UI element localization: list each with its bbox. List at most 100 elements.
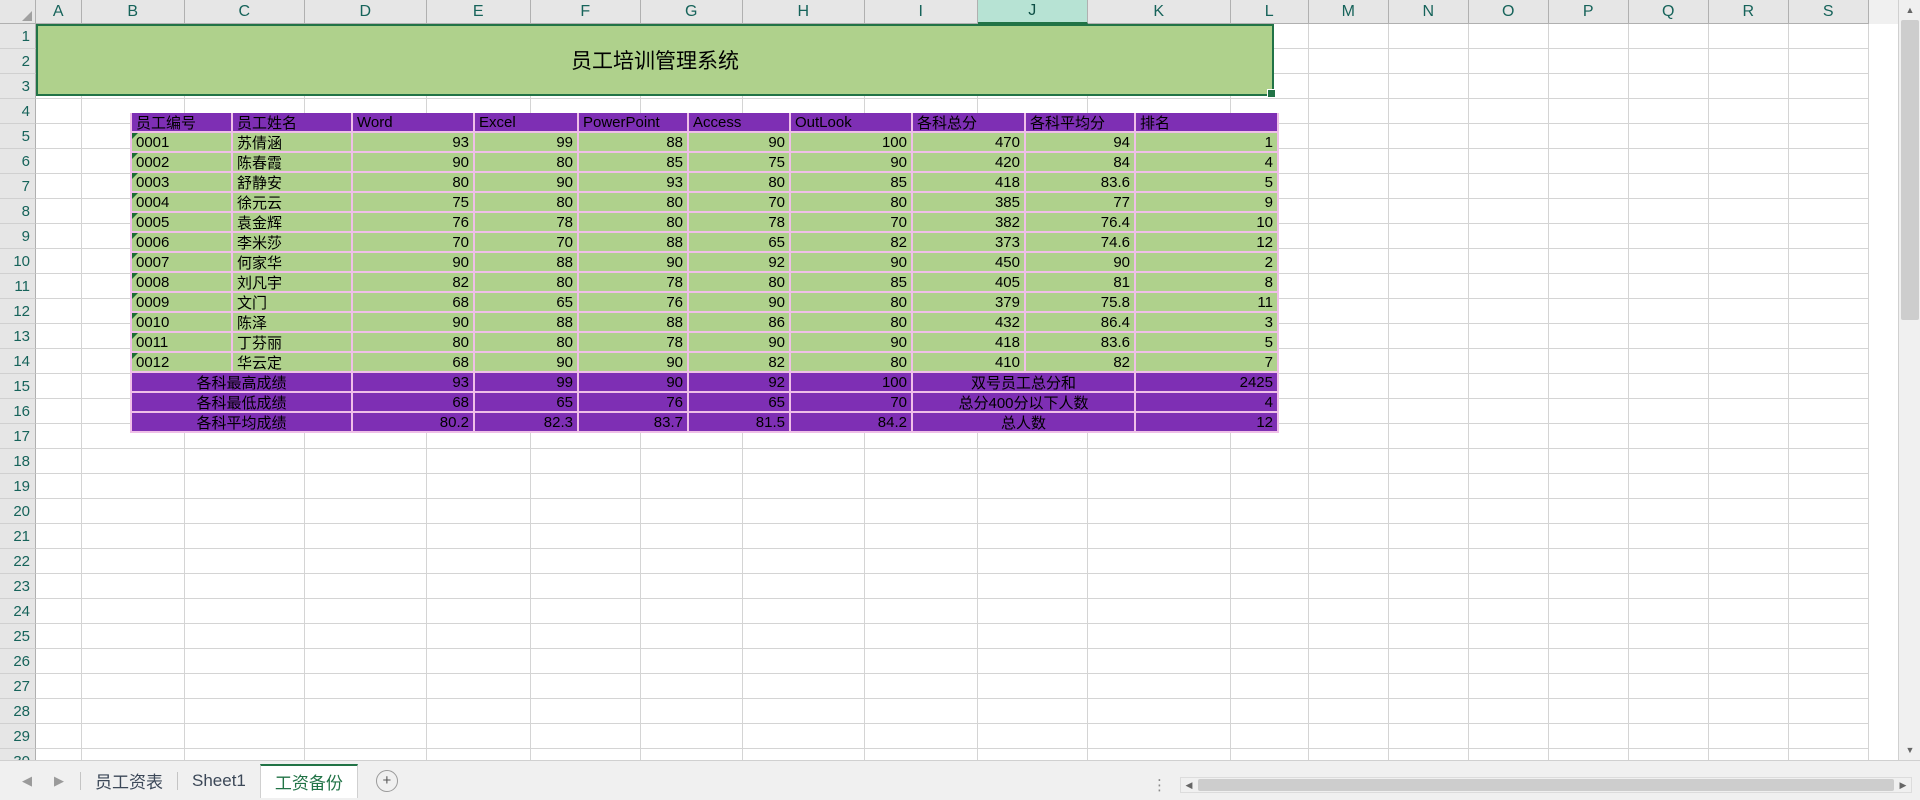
row-header-7[interactable]: 7 — [0, 174, 36, 199]
cell-total[interactable]: 385 — [913, 193, 1026, 213]
summary-label[interactable]: 各科平均成绩 — [130, 413, 353, 433]
grid-cell[interactable] — [1549, 24, 1629, 49]
row-header-18[interactable]: 18 — [0, 449, 36, 474]
row-header-29[interactable]: 29 — [0, 724, 36, 749]
grid-cell[interactable] — [1789, 99, 1869, 124]
grid-cell[interactable] — [1231, 574, 1309, 599]
grid-cell[interactable] — [1469, 199, 1549, 224]
cell-rank[interactable]: 10 — [1136, 213, 1279, 233]
grid-cell[interactable] — [1389, 299, 1469, 324]
grid-cell[interactable] — [1629, 24, 1709, 49]
grid-cell[interactable] — [1709, 349, 1789, 374]
cell-outlook[interactable]: 80 — [791, 353, 913, 373]
column-header-n[interactable]: N — [1389, 0, 1469, 24]
grid-cell[interactable] — [531, 699, 641, 724]
grid-cell[interactable] — [1309, 649, 1389, 674]
grid-cell[interactable] — [1789, 324, 1869, 349]
grid-cell[interactable] — [1231, 649, 1309, 674]
cell-id[interactable]: 0008 — [130, 273, 233, 293]
grid-cell[interactable] — [1789, 674, 1869, 699]
grid-cell[interactable] — [865, 599, 978, 624]
column-header-j[interactable]: J — [978, 0, 1088, 24]
grid-cell[interactable] — [641, 749, 743, 760]
summary-stat-value[interactable]: 2425 — [1136, 373, 1279, 393]
grid-cell[interactable] — [1309, 249, 1389, 274]
grid-cell[interactable] — [865, 449, 978, 474]
grid-cell[interactable] — [1709, 574, 1789, 599]
column-title-1[interactable]: 员工姓名 — [233, 113, 353, 133]
grid-cell[interactable] — [865, 749, 978, 760]
grid-cell[interactable] — [978, 474, 1088, 499]
grid-cell[interactable] — [82, 624, 185, 649]
grid-cell[interactable] — [1789, 724, 1869, 749]
grid-cell[interactable] — [1309, 574, 1389, 599]
grid-cell[interactable] — [1088, 499, 1231, 524]
cell-avg[interactable]: 81 — [1026, 273, 1136, 293]
cell-total[interactable]: 373 — [913, 233, 1026, 253]
cell-outlook[interactable]: 100 — [791, 133, 913, 153]
grid-cell[interactable] — [531, 724, 641, 749]
grid-cell[interactable] — [1469, 349, 1549, 374]
cell-total[interactable]: 470 — [913, 133, 1026, 153]
grid-cell[interactable] — [1469, 599, 1549, 624]
cell-rank[interactable]: 7 — [1136, 353, 1279, 373]
grid-cell[interactable] — [1389, 724, 1469, 749]
cell-access[interactable]: 70 — [689, 193, 791, 213]
grid-cell[interactable] — [1389, 674, 1469, 699]
grid-cell[interactable] — [36, 674, 82, 699]
grid-cell[interactable] — [1389, 699, 1469, 724]
grid-cell[interactable] — [1231, 624, 1309, 649]
grid-cell[interactable] — [1088, 724, 1231, 749]
grid-cell[interactable] — [36, 599, 82, 624]
grid-cell[interactable] — [36, 749, 82, 760]
hscroll-right-button[interactable]: ▶ — [1899, 779, 1907, 790]
grid-cell[interactable] — [305, 474, 427, 499]
grid-cell[interactable] — [1549, 74, 1629, 99]
grid-cell[interactable] — [1469, 724, 1549, 749]
grid-cell[interactable] — [1789, 249, 1869, 274]
grid-cell[interactable] — [1629, 249, 1709, 274]
grid-cell[interactable] — [1629, 124, 1709, 149]
grid-cell[interactable] — [36, 424, 82, 449]
grid-cell[interactable] — [743, 524, 865, 549]
cell-access[interactable]: 82 — [689, 353, 791, 373]
cell-access[interactable]: 65 — [689, 233, 791, 253]
grid-cell[interactable] — [1309, 749, 1389, 760]
grid-cell[interactable] — [36, 699, 82, 724]
grid-cell[interactable] — [531, 599, 641, 624]
grid-cell[interactable] — [641, 599, 743, 624]
grid-cell[interactable] — [1709, 649, 1789, 674]
cell-excel[interactable]: 88 — [475, 253, 579, 273]
cell-access[interactable]: 80 — [689, 273, 791, 293]
grid-cell[interactable] — [1629, 399, 1709, 424]
sheet-tab-2[interactable]: 工资备份 — [259, 763, 358, 798]
grid-cell[interactable] — [1469, 399, 1549, 424]
grid-cell[interactable] — [1389, 324, 1469, 349]
grid-cell[interactable] — [1469, 574, 1549, 599]
summary-outlook[interactable]: 84.2 — [791, 413, 913, 433]
grid-cell[interactable] — [1629, 99, 1709, 124]
row-header-9[interactable]: 9 — [0, 224, 36, 249]
grid-cell[interactable] — [531, 449, 641, 474]
grid-cell[interactable] — [1389, 649, 1469, 674]
row-header-12[interactable]: 12 — [0, 299, 36, 324]
grid-cell[interactable] — [1709, 174, 1789, 199]
grid-cell[interactable] — [1309, 524, 1389, 549]
grid-cell[interactable] — [1469, 474, 1549, 499]
add-sheet-icon[interactable]: + — [375, 769, 398, 792]
grid-cell[interactable] — [36, 199, 82, 224]
row-header-27[interactable]: 27 — [0, 674, 36, 699]
scroll-up-button[interactable]: ▲ — [1899, 0, 1920, 20]
cell-outlook[interactable]: 85 — [791, 273, 913, 293]
grid-cell[interactable] — [1549, 424, 1629, 449]
grid-cell[interactable] — [305, 624, 427, 649]
grid-cell[interactable] — [36, 499, 82, 524]
grid-cell[interactable] — [427, 674, 531, 699]
grid-cell[interactable] — [1469, 749, 1549, 760]
grid-cell[interactable] — [427, 649, 531, 674]
row-header-25[interactable]: 25 — [0, 624, 36, 649]
cell-word[interactable]: 82 — [353, 273, 475, 293]
row-header-6[interactable]: 6 — [0, 149, 36, 174]
grid-cell[interactable] — [1709, 624, 1789, 649]
grid-cell[interactable] — [641, 574, 743, 599]
